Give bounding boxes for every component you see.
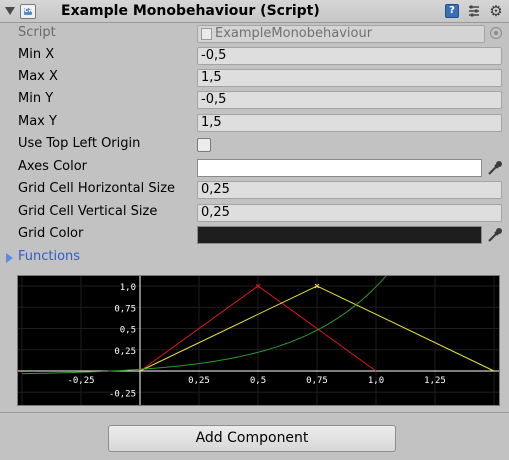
graph-view: -0,250,250,50,751,01,251,251,00,750,50,2…	[17, 275, 500, 406]
grid-color-label: Grid Color	[18, 226, 84, 241]
functions-foldout[interactable]: Functions	[0, 247, 509, 269]
x-tick-label: 0,5	[250, 376, 266, 386]
min-y-label: Min Y	[18, 91, 54, 106]
function-red-marker	[255, 283, 261, 289]
max-x-field[interactable]: 1,5	[197, 69, 502, 87]
component-title: Example Monobehaviour (Script)	[61, 3, 320, 19]
y-tick-label: -0,25	[109, 389, 136, 399]
script-row: Script ExampleMonobehaviour	[0, 23, 509, 45]
preset-icon[interactable]	[467, 4, 481, 18]
functions-label[interactable]: Functions	[18, 249, 81, 264]
graph-svg: -0,250,250,50,751,01,251,251,00,750,50,2…	[18, 276, 499, 405]
top-left-origin-row: Use Top Left Origin	[0, 134, 509, 156]
divider	[0, 412, 509, 413]
script-object-field[interactable]: ExampleMonobehaviour	[197, 25, 485, 43]
eyedropper-icon[interactable]	[486, 159, 504, 177]
y-tick-label: 0,5	[120, 326, 136, 336]
grid-color-row: Grid Color	[0, 224, 509, 246]
help-icon[interactable]: ?	[445, 4, 459, 18]
axes-color-field[interactable]	[197, 159, 482, 177]
max-y-label: Max Y	[18, 114, 57, 129]
max-y-field[interactable]: 1,5	[197, 114, 502, 132]
x-tick-label: 0,75	[306, 376, 328, 386]
grid-v-label: Grid Cell Vertical Size	[18, 204, 158, 219]
max-x-label: Max X	[18, 69, 58, 84]
grid-color-field[interactable]	[197, 226, 482, 244]
min-x-row: Min X -0,5	[0, 45, 509, 67]
script-label: Script	[18, 25, 56, 40]
top-left-origin-label: Use Top Left Origin	[18, 136, 141, 151]
axes-color-row: Axes Color	[0, 157, 509, 179]
object-picker-icon[interactable]	[490, 27, 502, 39]
y-tick-label: 0,75	[114, 304, 136, 314]
min-y-field[interactable]: -0,5	[197, 91, 502, 109]
component-header[interactable]: Example Monobehaviour (Script) ? ⚙	[0, 0, 509, 23]
min-x-label: Min X	[18, 47, 55, 62]
function-green-curve	[21, 276, 387, 375]
x-tick-label: 1,0	[368, 376, 384, 386]
function-yellow-marker	[314, 283, 320, 289]
top-left-origin-checkbox[interactable]	[197, 138, 211, 152]
grid-h-row: Grid Cell Horizontal Size 0,25	[0, 179, 509, 201]
foldout-arrow-icon[interactable]	[5, 7, 15, 15]
grid-h-label: Grid Cell Horizontal Size	[18, 181, 176, 196]
grid-v-field[interactable]: 0,25	[197, 204, 502, 222]
eyedropper-icon[interactable]	[486, 226, 504, 244]
y-tick-label: 1,0	[120, 283, 136, 293]
add-component-button[interactable]: Add Component	[108, 425, 396, 452]
x-tick-label: 0,25	[188, 376, 210, 386]
foldout-arrow-icon[interactable]	[6, 253, 13, 263]
min-y-row: Min Y -0,5	[0, 89, 509, 111]
grid-h-field[interactable]: 0,25	[197, 181, 502, 199]
max-x-row: Max X 1,5	[0, 67, 509, 89]
max-y-row: Max Y 1,5	[0, 112, 509, 134]
script-value: ExampleMonobehaviour	[215, 26, 373, 41]
script-file-icon	[201, 28, 212, 40]
y-tick-label: 0,25	[114, 347, 136, 357]
cs-script-icon	[20, 4, 36, 19]
x-tick-label: -0,25	[67, 376, 94, 386]
grid-v-row: Grid Cell Vertical Size 0,25	[0, 202, 509, 224]
axes-color-label: Axes Color	[18, 159, 88, 174]
gear-icon[interactable]: ⚙	[489, 2, 503, 20]
min-x-field[interactable]: -0,5	[197, 47, 502, 65]
x-tick-label: 1,25	[424, 376, 446, 386]
